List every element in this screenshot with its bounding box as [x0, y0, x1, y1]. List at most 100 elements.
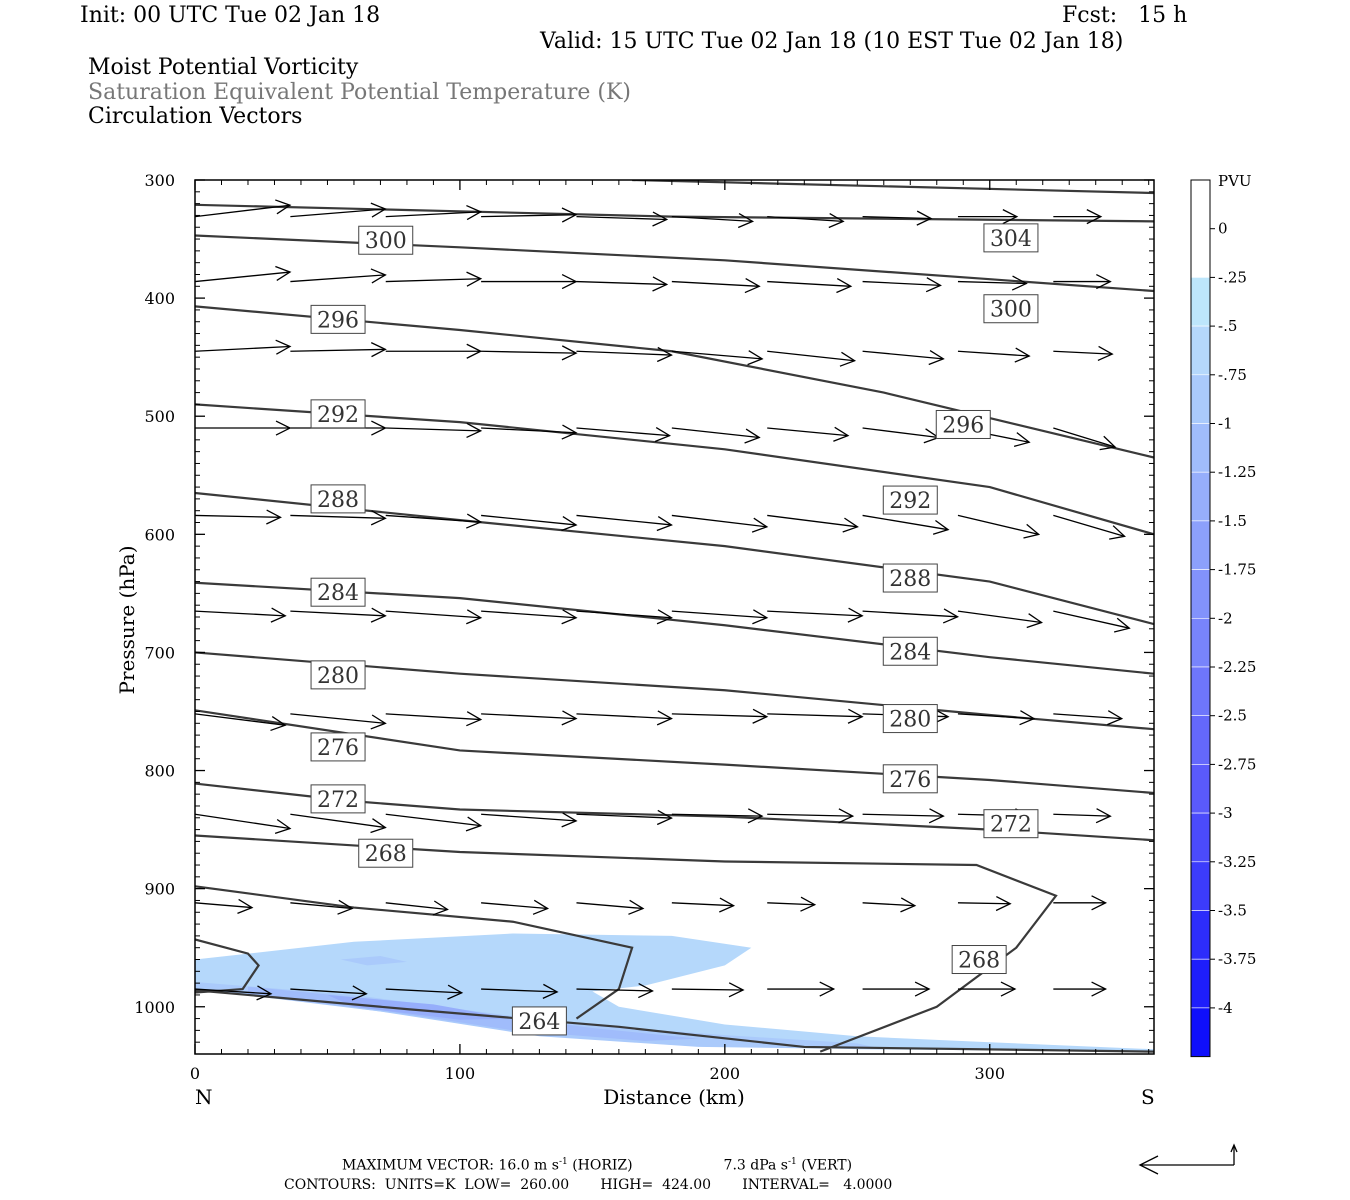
vector-shaft — [957, 902, 1011, 905]
vector-shaft — [385, 427, 481, 432]
vector-arrow — [862, 808, 945, 824]
vector-head — [1013, 432, 1031, 448]
vector-head — [933, 708, 950, 724]
vector-head — [847, 607, 864, 623]
init-time: Init: 00 UTC Tue 02 Jan 18 — [80, 3, 381, 28]
vector-arrow — [290, 899, 354, 915]
vector-shaft — [385, 278, 481, 283]
field-title-pv: Moist Potential Vorticity — [88, 55, 359, 80]
vector-arrow — [576, 514, 673, 532]
vector-head — [466, 609, 483, 625]
vector-head — [275, 265, 292, 281]
contour-label: 284 — [889, 640, 931, 665]
reference-vector — [1138, 1143, 1238, 1175]
vector-head — [1091, 981, 1108, 997]
vector-arrow — [671, 427, 761, 444]
max-vector-vert: 7.3 dPa s — [723, 1157, 788, 1174]
contour-label: 296 — [317, 308, 359, 333]
vector-shaft — [481, 902, 548, 910]
vector-arrow — [957, 347, 1031, 363]
vector-head — [466, 204, 483, 221]
vector-shaft — [385, 902, 448, 911]
colorbar-swatch — [1190, 423, 1211, 473]
vector-shaft — [290, 988, 367, 995]
vector-shaft — [576, 988, 653, 992]
colorbar-label: -4 — [1218, 999, 1233, 1017]
vector-shaft — [385, 211, 481, 218]
vector-shaft — [862, 427, 939, 439]
colorbar-title: PVU — [1218, 172, 1252, 190]
colorbar-swatch — [1190, 666, 1211, 717]
vector-head — [532, 899, 550, 915]
vector-head — [719, 897, 736, 913]
vector-arrow — [385, 900, 449, 916]
vector-arrow — [481, 609, 578, 625]
vector-arrow — [195, 509, 282, 525]
vector-head — [728, 982, 745, 998]
vector-head — [270, 716, 287, 732]
vector-head — [370, 818, 387, 834]
contour-label: 284 — [317, 581, 359, 606]
vector-arrow — [481, 345, 578, 361]
contour-label-box — [358, 838, 414, 868]
end-label-south: S — [1141, 1085, 1155, 1109]
vector-arrow — [862, 350, 945, 366]
vector-arrow — [290, 985, 368, 1001]
vector-head — [744, 428, 761, 444]
vector-shaft — [290, 514, 386, 519]
vector-shaft — [576, 215, 667, 221]
vector-shaft — [767, 813, 853, 817]
contour-label-box — [882, 563, 938, 593]
y-tick-label: 800 — [144, 762, 175, 781]
vector-shaft — [576, 902, 644, 910]
vector-head — [628, 899, 645, 915]
isentrope-8 — [195, 709, 1154, 795]
vector-arrow — [290, 510, 387, 526]
vector-arrow — [195, 607, 287, 623]
isentrope-12 — [195, 938, 260, 994]
vector-arrow — [481, 899, 550, 915]
isentrope-4 — [195, 403, 1154, 536]
vector-shaft — [671, 350, 763, 360]
vector-arrow — [767, 607, 864, 623]
vector-head — [1026, 613, 1044, 629]
vector-shaft — [576, 280, 667, 286]
isentrope-7 — [195, 651, 1154, 731]
vector-shaft — [481, 427, 577, 434]
colorbar-label: -1 — [1218, 415, 1233, 433]
vector-arrow — [481, 424, 578, 440]
contour-label-box — [935, 409, 991, 439]
vector-arrow — [576, 211, 669, 227]
contour-label: 288 — [317, 488, 359, 513]
max-vector-note: MAXIMUM VECTOR: 16.0 m s-1 (HORIZ) 7.3 d… — [342, 1157, 852, 1174]
contour-label: 268 — [958, 949, 1000, 974]
colorbar-swatch — [1190, 374, 1211, 424]
contour-label: 288 — [889, 567, 931, 592]
vector-shaft — [671, 713, 767, 718]
vector-head — [838, 808, 855, 824]
vector-head — [466, 422, 483, 439]
vector-head — [656, 516, 673, 532]
colorbar-label: -2.75 — [1218, 755, 1256, 773]
x-tick-label: 300 — [974, 1064, 1005, 1083]
vector-head — [1096, 273, 1112, 290]
vector-arrow — [195, 199, 292, 218]
vector-shaft — [290, 713, 386, 724]
vector-head — [1097, 345, 1114, 362]
vector-head — [752, 609, 769, 625]
colorbar-label: -3.25 — [1218, 853, 1256, 871]
vector-shaft — [862, 902, 915, 907]
vector-arrow — [671, 808, 764, 824]
isentrope-6 — [195, 581, 1154, 675]
pv-region-4 — [340, 955, 407, 966]
vector-arrow — [576, 983, 654, 999]
vector-arrow — [767, 896, 817, 912]
vector-arrow — [385, 984, 464, 1000]
vector-arrow — [290, 202, 387, 218]
vector-shaft — [767, 280, 851, 287]
max-vector-vert-tag: (VERT) — [801, 1157, 853, 1174]
vector-head — [916, 210, 933, 226]
vector-arrow — [481, 207, 578, 223]
vector-arrow — [195, 713, 287, 732]
colorbar-swatch — [1190, 520, 1211, 570]
